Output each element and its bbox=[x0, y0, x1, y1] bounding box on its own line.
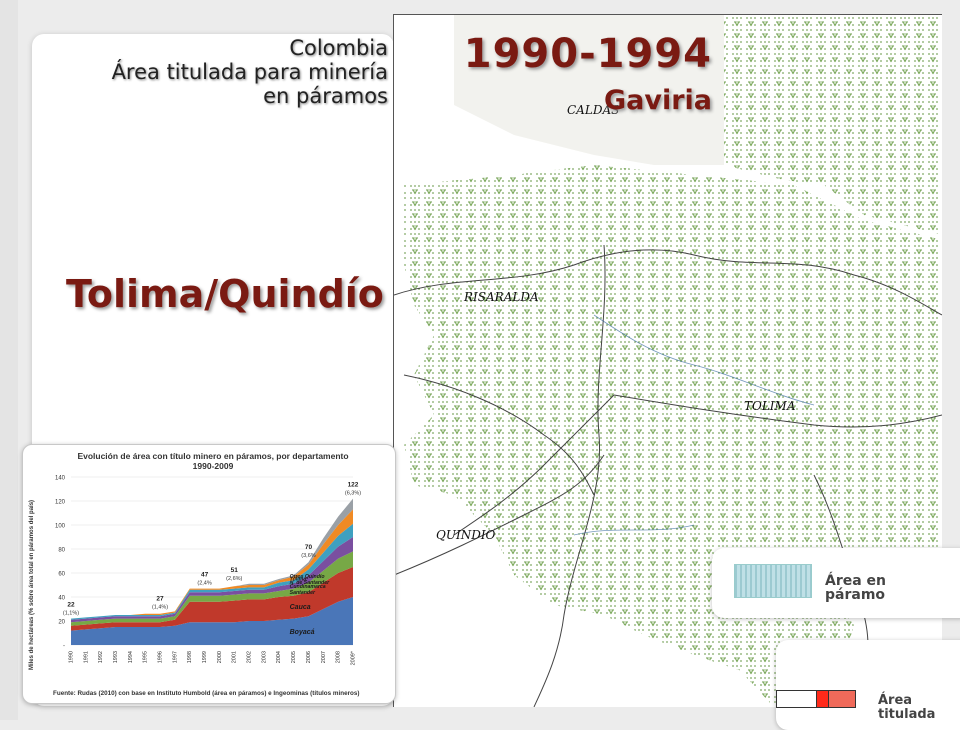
annotation-value: 51 bbox=[231, 567, 239, 574]
series-label: Tolima bbox=[290, 576, 307, 582]
slide-heading: Colombia Área titulada para minería en p… bbox=[112, 36, 388, 108]
x-tick-label: 2008 bbox=[336, 651, 342, 663]
legend-titled-label: Área titulada bbox=[878, 693, 936, 722]
series-label: Boyacá bbox=[290, 629, 315, 636]
subtitle-line-1: Área titulada para minería bbox=[111, 60, 388, 84]
period-title: 1990-1994 bbox=[463, 31, 712, 77]
series-area bbox=[71, 567, 353, 631]
paramo-swatch bbox=[734, 564, 812, 598]
annotation-percent: (1,1%) bbox=[63, 611, 79, 617]
y-tick-label: 120 bbox=[55, 500, 66, 506]
x-tick-label: 2007 bbox=[321, 651, 327, 663]
y-tick-label: 100 bbox=[55, 524, 66, 530]
place-label-caldas: CALDAS bbox=[567, 103, 620, 117]
x-tick-label: 2004 bbox=[276, 651, 282, 663]
x-tick-label: 1993 bbox=[113, 651, 119, 663]
y-tick-label: 80 bbox=[58, 548, 65, 554]
paramo-area-main bbox=[404, 165, 942, 675]
paramo-area-north bbox=[724, 15, 942, 235]
series-label: Cundinamarca bbox=[290, 584, 326, 590]
subtitle-line-2: en páramos bbox=[263, 84, 388, 108]
x-tick-label: 1990 bbox=[68, 651, 74, 663]
annotation-percent: (1,4%) bbox=[152, 605, 168, 611]
x-tick-label: 2001 bbox=[232, 651, 238, 663]
chart-y-label: Miles de hectáreas (% sobre área total e… bbox=[29, 500, 35, 670]
series-label: N. de Santander bbox=[290, 580, 330, 586]
y-tick-label: - bbox=[63, 644, 65, 650]
x-tick-label: 1994 bbox=[128, 651, 134, 663]
annotation-percent: (6,3%) bbox=[345, 491, 361, 497]
place-label-quindio: QUINDIO bbox=[436, 528, 496, 542]
series-label: Santander bbox=[290, 590, 316, 596]
x-tick-label: 1991 bbox=[83, 651, 89, 663]
annotation-value: 27 bbox=[156, 596, 164, 603]
annotation-percent: (2,6%) bbox=[226, 576, 242, 582]
country-title: Colombia bbox=[289, 36, 388, 60]
x-tick-label: 1996 bbox=[158, 651, 164, 663]
annotation-value: 47 bbox=[201, 572, 209, 579]
place-label-risaralda: RISARALDA bbox=[464, 290, 539, 304]
series-label: Otros Quindío bbox=[290, 574, 325, 580]
annotation-value: 70 bbox=[305, 544, 313, 551]
chart-title-line-2: 1990-2009 bbox=[193, 461, 234, 471]
annotation-value: 22 bbox=[67, 602, 75, 609]
legend-titled: Área titulada bbox=[776, 640, 960, 730]
annotation-value: 122 bbox=[348, 482, 359, 489]
place-label-tolima: TOLIMA bbox=[744, 399, 796, 413]
annotation-percent: (2,4% bbox=[197, 581, 211, 587]
annotation-percent: (3,6% bbox=[301, 553, 315, 559]
series-area bbox=[71, 597, 353, 645]
chart-card: Evolución de área con título minero en p… bbox=[22, 444, 396, 704]
background-stripe bbox=[0, 0, 18, 720]
x-tick-label: 2000 bbox=[217, 651, 223, 663]
x-tick-label: 1999 bbox=[202, 651, 208, 663]
series-label: Cauca bbox=[290, 604, 311, 611]
y-tick-label: 140 bbox=[55, 476, 66, 482]
titled-swatch-light bbox=[776, 690, 818, 708]
x-tick-label: 1995 bbox=[143, 651, 149, 663]
legend-paramo-label: Área en páramo bbox=[825, 573, 887, 603]
area-chart: Evolución de área con título minero en p… bbox=[29, 451, 361, 697]
x-tick-label: 2003 bbox=[261, 651, 267, 663]
y-tick-label: 20 bbox=[58, 620, 65, 626]
titled-swatch-mid bbox=[828, 690, 856, 708]
x-tick-label: 2005 bbox=[291, 651, 297, 663]
x-tick-label: 2006 bbox=[306, 651, 312, 663]
president-name: Gaviria bbox=[603, 85, 712, 116]
x-tick-label: 1997 bbox=[172, 651, 178, 663]
department-title: Tolima/Quindío bbox=[66, 272, 384, 316]
x-tick-label: 2009* bbox=[350, 650, 356, 665]
x-tick-label: 1998 bbox=[187, 651, 193, 663]
x-tick-label: 2002 bbox=[247, 651, 253, 663]
legend-paramo: Área en páramo bbox=[712, 548, 960, 618]
series-area bbox=[71, 551, 353, 626]
x-tick-label: 1992 bbox=[98, 651, 104, 663]
chart-title-line-1: Evolución de área con título minero en p… bbox=[77, 451, 348, 461]
y-tick-label: 40 bbox=[58, 596, 65, 602]
y-tick-label: 60 bbox=[58, 572, 65, 578]
chart-source: Fuente: Rudas (2010) con base en Institu… bbox=[53, 690, 360, 697]
